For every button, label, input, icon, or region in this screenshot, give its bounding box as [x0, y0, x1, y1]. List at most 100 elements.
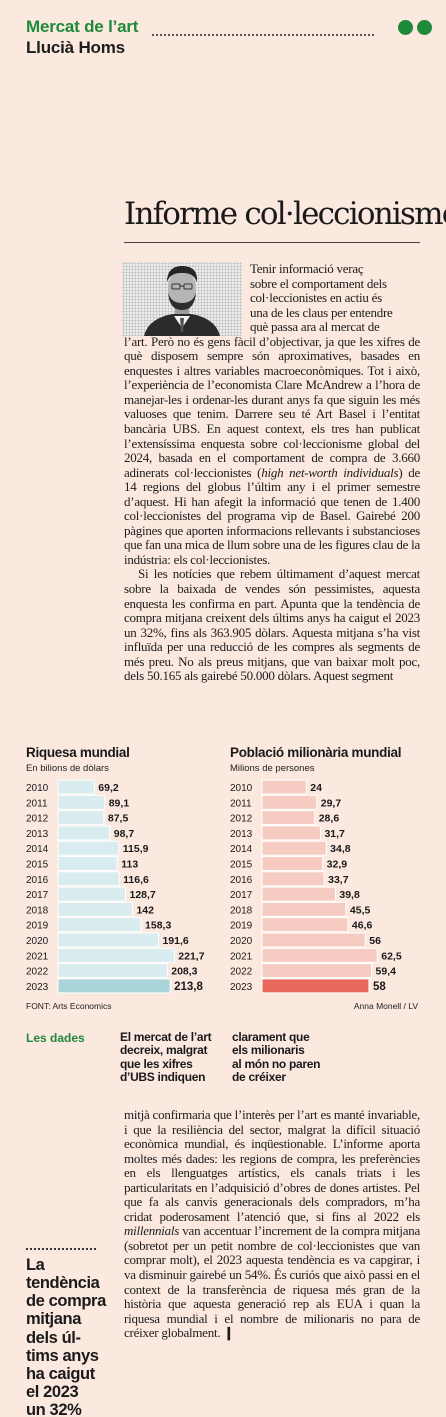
bar [57, 779, 95, 795]
bar [57, 886, 126, 902]
category-label: 2019 [26, 921, 49, 932]
bar [57, 794, 106, 810]
bar [57, 917, 142, 933]
category-label: 2010 [230, 783, 253, 794]
category-label: 2012 [230, 814, 253, 825]
category-label: 2018 [230, 905, 253, 916]
value-label: 56 [369, 935, 381, 947]
bar [57, 932, 159, 948]
category-label: 2011 [230, 798, 252, 809]
value-label: 116,6 [123, 874, 149, 886]
value-label: 32,9 [327, 859, 348, 871]
category-label: 2022 [26, 967, 49, 978]
value-label: 98,7 [114, 828, 135, 840]
category-label: 2019 [230, 921, 253, 932]
italic-term: high net-worth individuals [261, 464, 399, 480]
category-label: 2014 [230, 844, 253, 855]
graphic-credit: Anna Monell / LV [353, 1001, 418, 1011]
category-label: 2020 [26, 936, 49, 947]
bar [261, 886, 336, 902]
quote-dotted-rule [26, 1248, 96, 1250]
value-label: 28,6 [319, 813, 340, 825]
category-label: 2017 [26, 890, 49, 901]
category-label: 2021 [230, 951, 253, 962]
bar [261, 963, 373, 979]
value-label: 213,8 [174, 981, 203, 993]
end-mark: ❙ [223, 1325, 234, 1341]
bar [57, 963, 168, 979]
header-dotted-rule [152, 34, 374, 36]
bar [57, 856, 118, 871]
value-label: 191,6 [162, 935, 188, 947]
value-label: 29,7 [321, 797, 342, 809]
article-body-top: Tenir informació veraç sobre el comporta… [124, 261, 420, 684]
pull-quote: La tendència de compra mitjana dels úl- … [26, 1256, 106, 1417]
chart-title-riquesa: Riquesa mundial [26, 745, 130, 760]
bar [57, 825, 111, 841]
lead-line: què passa ara al mercat de [250, 319, 380, 335]
lead-line: una de les claus per entendre [250, 304, 393, 320]
value-label: 46,6 [352, 920, 373, 932]
value-label: 221,7 [178, 950, 204, 962]
category-label: 2016 [230, 875, 253, 886]
value-label: 31,7 [324, 828, 345, 840]
dot-icon [417, 20, 432, 35]
bar [261, 932, 366, 948]
article-body-bottom: mitjà confirmaria que l’interès per l’ar… [124, 1107, 420, 1341]
value-label: 69,2 [98, 782, 119, 794]
bar [57, 810, 105, 826]
category-label: 2023 [26, 982, 49, 993]
value-label: 39,8 [339, 889, 360, 901]
italic-term: millennials [124, 1223, 180, 1239]
paragraph-1: l’art. Però no és gens fàcil d’objectiva… [124, 333, 420, 567]
value-label: 59,4 [376, 966, 397, 978]
portrait-image [144, 266, 220, 336]
category-label: 2016 [26, 875, 49, 886]
value-label: 33,7 [328, 874, 349, 886]
headline: Informe col·leccionisme [124, 196, 446, 232]
lead-line: col·leccionistes en actiu és [250, 290, 382, 306]
category-label: 2022 [230, 967, 253, 978]
chart-title-poblacio: Població milionària mundial [230, 745, 402, 760]
bar [261, 978, 370, 994]
category-label: 2015 [230, 860, 253, 871]
author-name: Llucià Homs [26, 38, 125, 57]
paragraph-3: mitjà confirmaria que l’interès per l’ar… [124, 1107, 420, 1341]
chart-poblacio-milionaria: 2010 24 2011 29,7 2012 28,6 2013 31,7 2014 34,8 20… [230, 779, 402, 994]
category-label: 2023 [230, 982, 253, 993]
bar [261, 871, 325, 887]
category-label: 2014 [26, 844, 49, 855]
value-label: 128,7 [129, 889, 155, 901]
category-label: 2012 [26, 814, 49, 825]
category-label: 2013 [230, 829, 253, 840]
section-label: Mercat de l’art [26, 17, 139, 36]
les-dades-label: Les dades [26, 1031, 85, 1045]
author-photo [122, 262, 242, 336]
value-label: 45,5 [350, 904, 371, 916]
chart-riquesa-mundial: 2010 69,2 2011 89,1 2012 87,5 2013 98,7 2014 115,… [26, 779, 205, 994]
les-dades-col-1: El mercat de l’art decreix, malgrat que … [120, 1030, 212, 1085]
category-label: 2018 [26, 905, 49, 916]
bar [261, 794, 318, 810]
bar [57, 978, 171, 994]
category-label: 2010 [26, 783, 49, 794]
value-label: 34,8 [330, 843, 351, 855]
value-label: 87,5 [108, 813, 129, 825]
lead-line: sobre el comportament dels [250, 275, 387, 291]
value-label: 58 [373, 981, 386, 993]
bar [57, 871, 120, 887]
les-dades-col-2: clarament que els milionaris al món no p… [232, 1030, 321, 1085]
chart-source: FONT: Arts Economics [26, 1001, 112, 1011]
paragraph-2: Si les notícies que rebem últimament d’a… [124, 566, 420, 684]
lead-wrap: Tenir informació veraç sobre el comporta… [250, 261, 420, 335]
bar [261, 947, 378, 963]
section-dots-icon [398, 20, 432, 35]
headline-rule [124, 242, 420, 243]
lead-line: Tenir informació veraç [250, 261, 364, 276]
dot-icon [398, 20, 413, 35]
bar [261, 779, 307, 795]
bar [57, 840, 120, 856]
bar [261, 901, 347, 917]
category-label: 2015 [26, 860, 49, 871]
bar [57, 901, 133, 917]
